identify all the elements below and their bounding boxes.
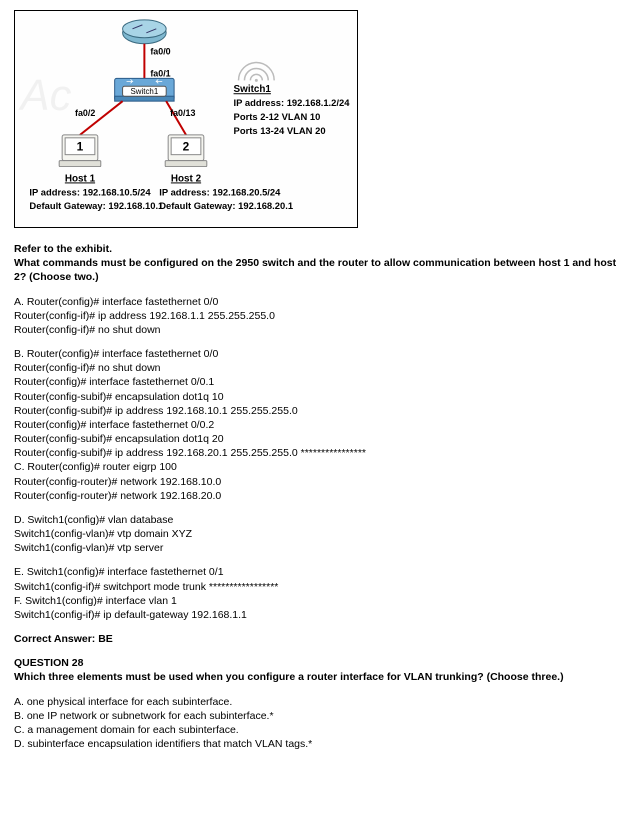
switch-right-port-label: fa0/13 xyxy=(170,108,195,118)
q27-a-line3: Router(config-if)# no shut down xyxy=(14,323,624,337)
switch1-ports1: Ports 2-12 VLAN 10 xyxy=(234,111,321,122)
q27-e-line2: Switch1(config-if)# switchport mode trun… xyxy=(14,580,624,594)
host2-label: Host 2 xyxy=(171,173,202,184)
q27-option-a: A. Router(config)# interface fastetherne… xyxy=(14,295,624,338)
q28-number: QUESTION 28 xyxy=(14,656,624,670)
wifi-icon xyxy=(239,63,275,81)
q27-prompt: Refer to the exhibit. What commands must… xyxy=(14,242,624,285)
q28-options: A. one physical interface for each subin… xyxy=(14,695,624,752)
q27-prompt-line2: What commands must be configured on the … xyxy=(14,256,624,284)
q27-d-line3: Switch1(config-vlan)# vtp server xyxy=(14,541,624,555)
router-port-label: fa0/0 xyxy=(150,47,170,57)
q27-answer: Correct Answer: BE xyxy=(14,632,624,646)
q27-b-line5: Router(config-subif)# ip address 192.168… xyxy=(14,404,624,418)
switch-label: Switch1 xyxy=(131,87,159,96)
q27-e-line1: E. Switch1(config)# interface fastethern… xyxy=(14,565,624,579)
network-diagram-svg: Ac fa0/0 fa0/1 Switch1 fa0/2 fa0/13 1 xyxy=(15,11,357,227)
q27-option-e: E. Switch1(config)# interface fastethern… xyxy=(14,565,624,593)
q27-b-line2: Router(config-if)# no shut down xyxy=(14,361,624,375)
q28-option-b: B. one IP network or subnetwork for each… xyxy=(14,709,624,723)
q28-block: QUESTION 28 Which three elements must be… xyxy=(14,656,624,684)
host2-num: 2 xyxy=(183,140,190,154)
q27-a-line2: Router(config-if)# ip address 192.168.1.… xyxy=(14,309,624,323)
host1-gw: Default Gateway: 192.168.10.1 xyxy=(29,200,163,211)
q27-f-line2: Switch1(config-if)# ip default-gateway 1… xyxy=(14,608,624,622)
q27-d-line1: D. Switch1(config)# vlan database xyxy=(14,513,624,527)
q27-c-line2: Router(config-router)# network 192.168.1… xyxy=(14,475,624,489)
q27-prompt-line1: Refer to the exhibit. xyxy=(14,242,624,256)
switch1-ip: IP address: 192.168.1.2/24 xyxy=(234,97,351,108)
q28-option-a: A. one physical interface for each subin… xyxy=(14,695,624,709)
q27-option-f: F. Switch1(config)# interface vlan 1 Swi… xyxy=(14,594,624,622)
watermark-text: Ac xyxy=(18,72,72,120)
q27-option-c: C. Router(config)# router eigrp 100 Rout… xyxy=(14,460,624,503)
host1-label: Host 1 xyxy=(65,173,96,184)
q27-option-b: B. Router(config)# interface fastetherne… xyxy=(14,347,624,460)
host1-num: 1 xyxy=(77,140,84,154)
switch-left-port-label: fa0/2 xyxy=(75,108,95,118)
q27-c-line3: Router(config-router)# network 192.168.2… xyxy=(14,489,624,503)
q27-c-line1: C. Router(config)# router eigrp 100 xyxy=(14,460,624,474)
q27-b-line6: Router(config)# interface fastethernet 0… xyxy=(14,418,624,432)
q27-d-line2: Switch1(config-vlan)# vtp domain XYZ xyxy=(14,527,624,541)
q28-option-d: D. subinterface encapsulation identifier… xyxy=(14,737,624,751)
q27-b-line1: B. Router(config)# interface fastetherne… xyxy=(14,347,624,361)
q28-option-c: C. a management domain for each subinter… xyxy=(14,723,624,737)
q27-option-d: D. Switch1(config)# vlan database Switch… xyxy=(14,513,624,556)
q27-b-line4: Router(config-subif)# encapsulation dot1… xyxy=(14,390,624,404)
exhibit-diagram: Ac fa0/0 fa0/1 Switch1 fa0/2 fa0/13 1 xyxy=(14,10,358,228)
switch-up-port-label: fa0/1 xyxy=(150,68,170,78)
q27-b-line3: Router(config)# interface fastethernet 0… xyxy=(14,375,624,389)
switch1-ports2: Ports 13-24 VLAN 20 xyxy=(234,125,326,136)
switch1-title: Switch1 xyxy=(234,84,272,95)
q27-f-line1: F. Switch1(config)# interface vlan 1 xyxy=(14,594,624,608)
q28-prompt: Which three elements must be used when y… xyxy=(14,670,624,684)
host1-ip: IP address: 192.168.10.5/24 xyxy=(29,186,151,197)
host2-gw: Default Gateway: 192.168.20.1 xyxy=(159,200,293,211)
host2-ip: IP address: 192.168.20.5/24 xyxy=(159,186,281,197)
q27-a-line1: A. Router(config)# interface fastetherne… xyxy=(14,295,624,309)
q27-b-line7: Router(config-subif)# encapsulation dot1… xyxy=(14,432,624,446)
q27-b-line8: Router(config-subif)# ip address 192.168… xyxy=(14,446,624,460)
